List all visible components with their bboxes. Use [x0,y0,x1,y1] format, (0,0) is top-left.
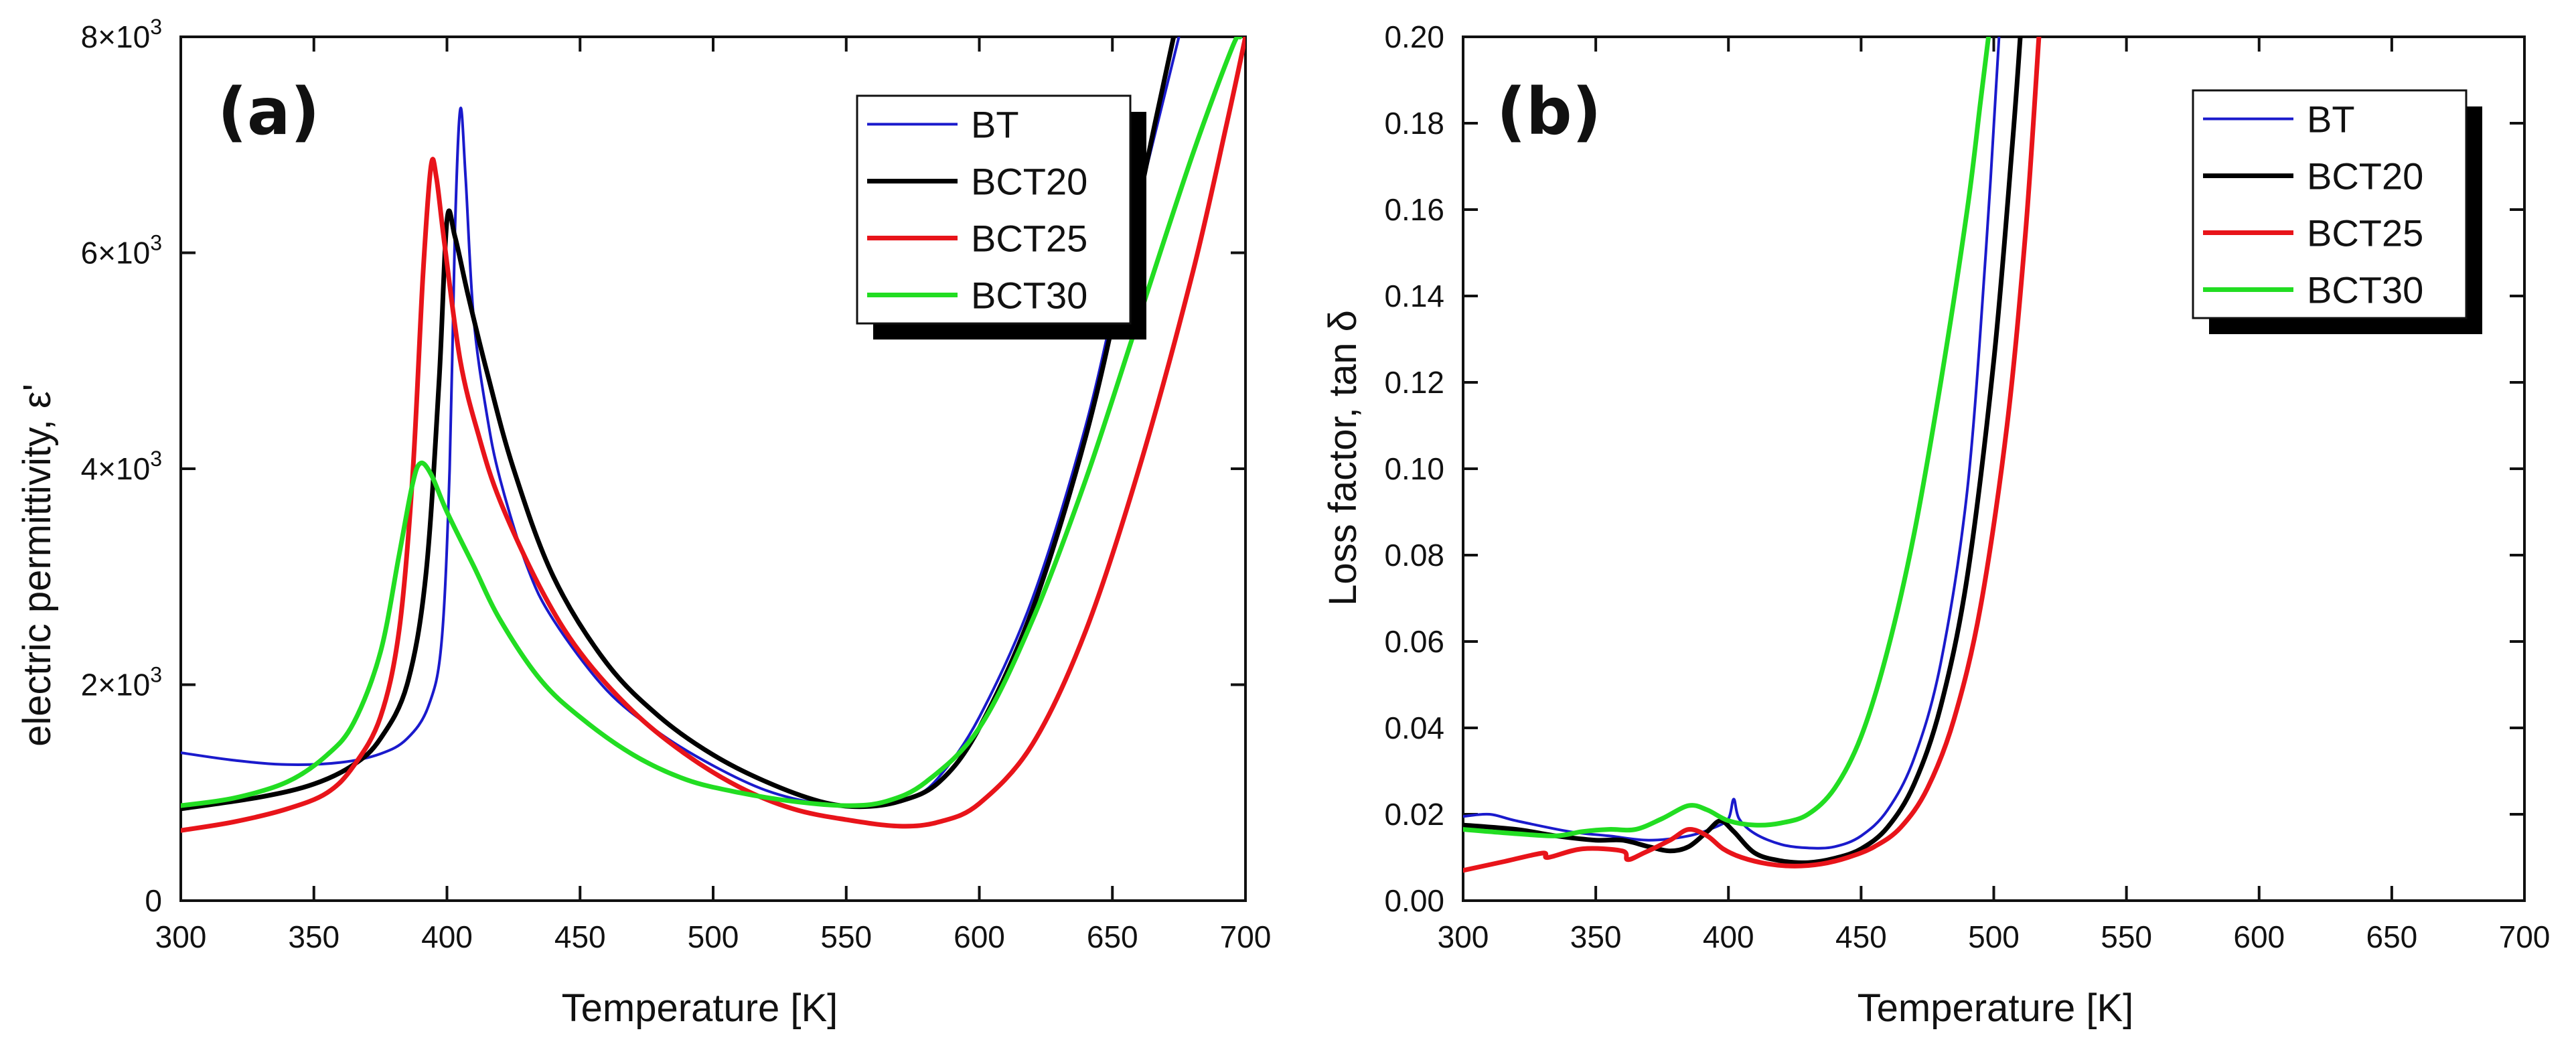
chart-panel-a: (a) 300 350 400 450 500 550 600 650 700 0 2×103 4×… [15,15,1271,1030]
chart-a-legend-label-bct20: BCT20 [971,161,1087,203]
chart-b-legend-label-bct25: BCT25 [2307,212,2423,254]
chart-b-y-axis-title: Loss factor, tan δ [1321,310,1365,606]
chart-b-legend: BT BCT20 BCT25 BCT30 [2192,89,2482,334]
chart-a-x-tick-label: 700 [1220,919,1272,954]
chart-b-series-line-bt [1463,37,2001,850]
chart-a-x-tick-label: 350 [288,919,339,954]
chart-b-legend-label-bct20: BCT20 [2307,155,2423,198]
chart-a-y-tick-label: 0 [145,883,162,918]
chart-b-series-line-bct30 [1463,37,1991,838]
chart-a-legend-label-bt: BT [971,104,1019,146]
chart-b-x-tick-label: 700 [2499,919,2551,954]
chart-b-x-tick-label: 400 [1703,919,1754,954]
chart-b-series [1463,37,2042,873]
chart-a-y-tick-label: 2×103 [81,663,162,702]
chart-b-legend-box [2192,89,2468,319]
chart-a-y-axis-title: electric permittivity, ε' [15,384,59,747]
chart-b-x-axis: 300 350 400 450 500 550 600 650 700 [1438,37,2551,954]
chart-a-x-tick-label: 450 [554,919,606,954]
chart-b-x-tick-label: 500 [1968,919,2020,954]
chart-a-y-tick-label: 6×103 [81,231,162,271]
chart-b-y-tick-label: 0.04 [1384,710,1444,745]
chart-a-x-tick-label: 550 [820,919,872,954]
chart-b-x-tick-label: 550 [2101,919,2152,954]
chart-a-x-tick-label: 300 [155,919,207,954]
chart-a-legend-label-bct30: BCT30 [971,275,1087,317]
chart-b-y-tick-label: 0.06 [1384,624,1444,659]
chart-b-y-tick-label: 0.00 [1384,883,1444,918]
chart-a-y-axis: 0 2×103 4×103 6×103 8×103 [81,15,1245,918]
chart-a-series-line-bct30 [181,37,1243,808]
chart-b-panel-label: (b) [1497,74,1601,149]
chart-b-x-tick-label: 600 [2233,919,2285,954]
chart-b-y-tick-label: 0.12 [1384,365,1444,400]
chart-b-legend-label-bt: BT [2307,98,2355,141]
chart-a-x-tick-label: 600 [954,919,1005,954]
chart-a-series [181,37,1245,833]
chart-panel-b: (b) 300 350 400 450 500 550 600 650 700 0.00 0.02… [1321,19,2550,1030]
chart-a-x-tick-label: 650 [1087,919,1138,954]
chart-a-legend-label-bct25: BCT25 [971,218,1087,260]
chart-a-y-tick-label: 8×103 [81,15,162,54]
chart-b-y-tick-label: 0.18 [1384,106,1444,141]
chart-b-y-tick-label: 0.20 [1384,19,1444,54]
chart-a-panel-label: (a) [218,74,320,149]
chart-b-x-axis-title: Temperature [K] [1858,986,2134,1030]
chart-a-series-line-bct25 [181,37,1245,833]
chart-a-x-axis: 300 350 400 450 500 550 600 650 700 [155,37,1272,954]
chart-b-y-tick-label: 0.02 [1384,797,1444,832]
chart-b-x-tick-label: 650 [2366,919,2418,954]
chart-a-series-line-bct20 [181,37,1177,812]
chart-b-legend-label-bct30: BCT30 [2307,269,2423,311]
chart-b-x-tick-label: 300 [1438,919,1489,954]
chart-a-legend-box [856,94,1132,325]
chart-b-y-tick-label: 0.08 [1384,538,1444,573]
chart-b-y-axis: 0.00 0.02 0.04 0.06 0.08 0.10 0.12 0.14 0.16 0.18… [1384,19,2524,918]
chart-a-x-tick-label: 400 [421,919,473,954]
chart-b-y-tick-label: 0.10 [1384,451,1444,486]
chart-b-x-tick-label: 350 [1570,919,1622,954]
chart-b-series-line-bct25 [1463,37,2042,873]
chart-b-y-tick-label: 0.14 [1384,279,1444,313]
chart-a-legend: BT BCT20 BCT25 BCT30 [856,94,1146,340]
chart-a-x-tick-label: 500 [688,919,739,954]
chart-a-y-tick-label: 4×103 [81,447,162,486]
chart-b-x-tick-label: 450 [1835,919,1887,954]
chart-b-series-line-bct20 [1463,37,2023,865]
chart-b-y-tick-label: 0.16 [1384,192,1444,227]
chart-a-x-axis-title: Temperature [K] [562,986,838,1030]
